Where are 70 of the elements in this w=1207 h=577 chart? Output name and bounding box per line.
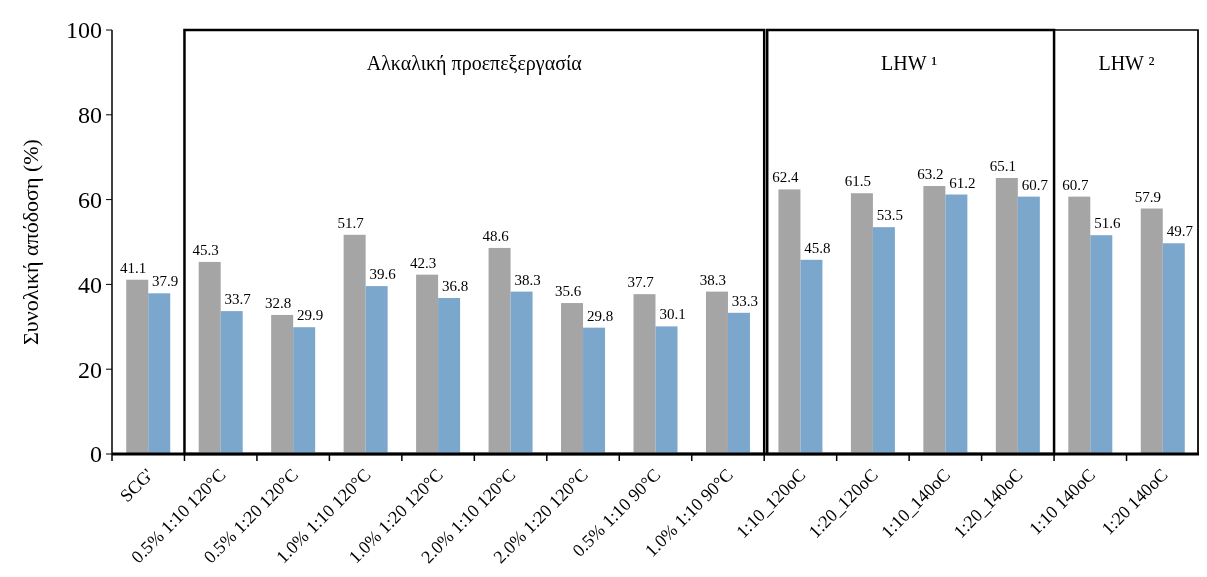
bar (561, 303, 584, 454)
bar (872, 227, 895, 454)
data-label: 65.1 (989, 157, 1016, 174)
data-label: 38.3 (514, 271, 541, 288)
y-tick-label: 100 (66, 17, 102, 44)
data-label: 45.8 (804, 239, 831, 256)
data-label: 63.2 (917, 166, 944, 183)
y-axis-title: Συνολική απόδοση (%) (18, 139, 43, 345)
bar (1090, 235, 1113, 454)
data-label: 61.5 (844, 173, 872, 190)
data-label: 49.7 (1166, 223, 1194, 240)
bar (271, 314, 294, 454)
annotation: Αλκαλική προεπεξεργασία (366, 52, 583, 75)
data-label: 51.6 (1094, 215, 1121, 232)
data-label: 41.1 (120, 259, 147, 276)
bar (995, 177, 1018, 454)
bar (1017, 196, 1040, 454)
annotation: LHW ¹ (881, 52, 938, 74)
bar (198, 261, 221, 454)
bar (633, 294, 656, 454)
bar (416, 274, 439, 454)
bar (923, 186, 946, 454)
data-label: 53.5 (876, 207, 904, 224)
data-label: 38.3 (699, 271, 727, 288)
data-label: 29.8 (586, 307, 614, 324)
data-label: 51.7 (337, 214, 365, 231)
data-label: 45.3 (192, 241, 219, 258)
data-label: 61.2 (949, 174, 976, 191)
data-label: 37.7 (627, 274, 655, 291)
data-label: 60.7 (1021, 176, 1049, 193)
bar (293, 327, 316, 454)
data-label: 42.3 (409, 254, 437, 271)
bar (438, 297, 461, 454)
y-tick-label: 40 (78, 271, 102, 298)
bar (365, 286, 388, 454)
bar (705, 291, 728, 454)
bar (850, 193, 873, 454)
y-tick-label: 0 (90, 441, 102, 468)
data-label: 32.8 (265, 294, 292, 311)
bar (1162, 243, 1185, 454)
y-tick-label: 80 (78, 102, 102, 129)
y-tick-label: 60 (78, 187, 102, 213)
bar (583, 327, 606, 454)
bar (148, 293, 171, 454)
bar (488, 247, 511, 454)
bar (510, 291, 533, 454)
annotation: LHW ² (1098, 52, 1155, 74)
data-label: 62.4 (772, 169, 800, 186)
data-label: 48.6 (482, 227, 510, 244)
data-label: 33.3 (731, 292, 759, 309)
bar (220, 311, 243, 454)
data-label: 57.9 (1134, 188, 1161, 205)
bar (778, 189, 801, 454)
bar (727, 312, 750, 454)
bar (800, 259, 823, 454)
bar (945, 194, 968, 454)
data-label: 33.7 (224, 291, 252, 308)
data-label: 35.6 (554, 283, 582, 300)
y-tick-label: 20 (78, 356, 102, 383)
bar (343, 234, 366, 454)
data-label: 60.7 (1062, 176, 1089, 193)
bar (1068, 196, 1091, 454)
data-label: 30.1 (659, 306, 686, 323)
bar (655, 326, 678, 454)
data-label: 36.8 (441, 277, 469, 294)
data-label: 29.9 (297, 307, 324, 324)
data-label: 39.6 (369, 266, 397, 283)
bar (126, 279, 149, 454)
data-label: 37.9 (152, 273, 179, 290)
bar (1140, 208, 1163, 454)
